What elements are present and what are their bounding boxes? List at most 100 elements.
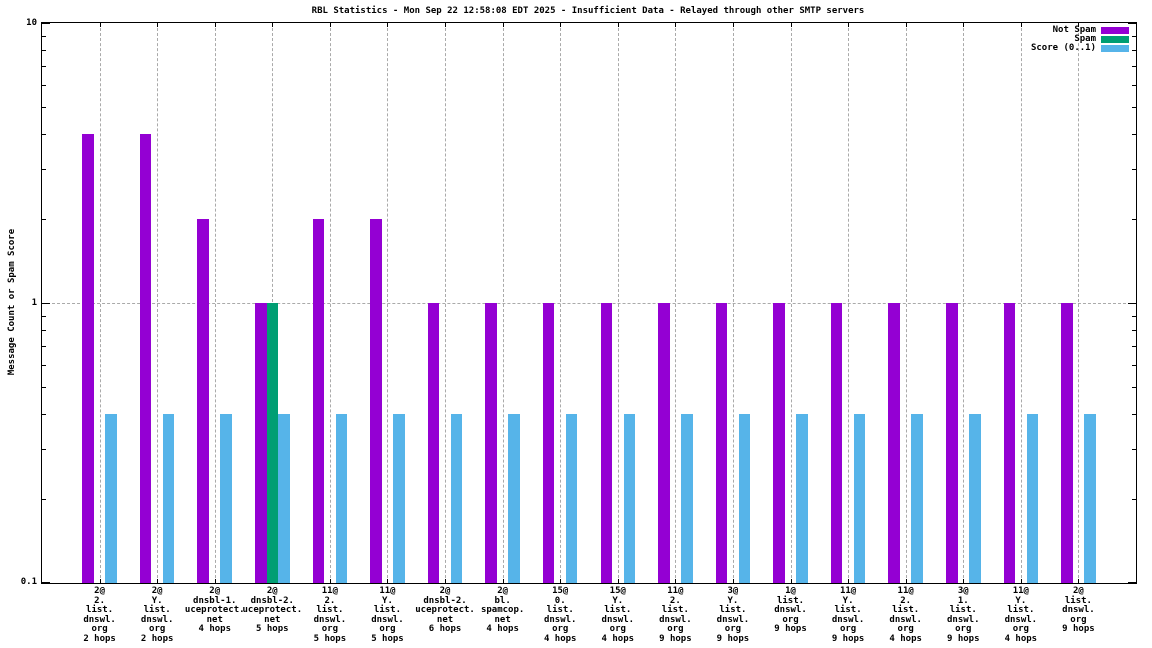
x-tick-bottom — [675, 579, 677, 583]
x-category-label: 11@ Y. list. dnswl. org 4 hops — [1004, 586, 1038, 644]
gridline-x — [790, 23, 792, 583]
x-tick-bottom — [99, 579, 101, 583]
y-tick-label: 0.1 — [20, 577, 37, 587]
x-category-label: 11@ Y. list. dnswl. org 5 hops — [371, 586, 404, 644]
x-tick-top — [214, 23, 216, 27]
legend-label: Not Spam — [1052, 25, 1096, 35]
bar-score — [450, 414, 463, 583]
y-tick-minor-left — [42, 498, 46, 500]
bar-not_spam — [197, 218, 209, 583]
bar-score — [393, 414, 405, 583]
x-tick-top — [848, 23, 850, 27]
x-category-label: 2@ dnsbl-2. uceprotect. net 5 hops — [242, 586, 303, 634]
legend-item: Not Spam — [1031, 26, 1129, 35]
y-tick-minor-right — [1132, 414, 1136, 416]
x-tick-top — [157, 23, 159, 27]
gridline-x — [848, 23, 850, 583]
y-tick-major-right — [1128, 303, 1136, 304]
plot-area: 2@ 2. list. dnswl. org 2 hops 2@ Y. list.… — [21, 18, 1137, 643]
y-tick-label: 10 — [26, 18, 37, 28]
y-tick-minor-right — [1132, 498, 1136, 500]
x-tick-bottom — [1020, 579, 1022, 583]
gridline-x — [445, 23, 447, 583]
y-tick-minor-left — [42, 169, 46, 171]
bar-not_spam — [715, 303, 728, 583]
x-tick-top — [387, 23, 389, 27]
x-tick-bottom — [445, 579, 447, 583]
y-tick-minor-right — [1132, 365, 1136, 367]
legend-swatch-spam — [1101, 36, 1129, 43]
x-tick-top — [963, 23, 965, 27]
legend-item: Score (0..1) — [1031, 44, 1129, 53]
x-category-label: 11@ 2. list. dnswl. org 5 hops — [313, 586, 347, 644]
x-tick-bottom — [617, 579, 619, 583]
gridline-x — [1078, 23, 1080, 583]
bar-not_spam — [658, 303, 670, 583]
legend: Not Spam Spam Score (0..1) — [1031, 26, 1129, 53]
x-category-label: 3@ Y. list. dnswl. org 9 hops — [716, 586, 750, 644]
bar-not_spam — [82, 134, 94, 583]
bar-not_spam — [946, 303, 958, 583]
y-tick-minor-right — [1132, 35, 1136, 37]
gridline-x — [560, 23, 562, 583]
bar-score — [796, 414, 808, 583]
y-tick-minor-left — [42, 330, 46, 332]
bar-not_spam — [1003, 303, 1016, 583]
y-tick-minor-left — [42, 134, 46, 136]
bar-score — [738, 414, 751, 583]
x-tick-top — [445, 23, 447, 27]
y-tick-minor-right — [1132, 107, 1136, 109]
bar-score — [105, 414, 117, 583]
x-tick-top — [502, 23, 504, 27]
x-tick-top — [560, 23, 562, 27]
x-category-label: 11@ 2. list. dnswl. org 9 hops — [659, 586, 692, 644]
y-tick-minor-left — [42, 66, 46, 68]
gridline-x — [675, 23, 677, 583]
bar-score — [1084, 414, 1096, 583]
x-category-label: 2@ dnsbl-2. uceprotect. net 6 hops — [415, 586, 475, 634]
y-tick-minor-left — [42, 218, 46, 220]
gridline-x — [157, 23, 159, 583]
bar-score — [220, 414, 232, 583]
gridline-x — [214, 23, 216, 583]
bar-score — [335, 414, 348, 583]
x-tick-bottom — [387, 579, 389, 583]
gridline-x — [502, 23, 504, 583]
y-tick-minor-right — [1132, 66, 1136, 68]
legend-swatch-score — [1101, 45, 1129, 52]
bar-score — [278, 414, 290, 583]
bar-score — [623, 414, 636, 583]
gridline-x — [387, 23, 389, 583]
gridline-x — [732, 23, 734, 583]
y-tick-major-right — [1128, 582, 1136, 583]
gridline-x — [1020, 23, 1022, 583]
x-tick-top — [732, 23, 734, 27]
bar-score — [1026, 414, 1039, 583]
x-category-label: 15@ Y. list. dnswl. org 4 hops — [601, 586, 635, 644]
x-category-label: 15@ 0. list. dnswl. org 4 hops — [543, 586, 577, 644]
gridline-x — [963, 23, 965, 583]
legend-swatch-not_spam — [1101, 27, 1129, 34]
x-tick-bottom — [732, 579, 734, 583]
y-tick-minor-left — [42, 449, 46, 451]
gridline-x — [329, 23, 331, 583]
x-tick-top — [617, 23, 619, 27]
x-category-label: 2@ dnsbl-1. uceprotect. net 4 hops — [184, 586, 245, 634]
y-tick-major-left — [42, 23, 50, 24]
x-tick-bottom — [329, 579, 331, 583]
y-tick-minor-left — [42, 365, 46, 367]
y-tick-minor-left — [42, 50, 46, 52]
x-tick-top — [1078, 23, 1080, 27]
x-category-label: 2@ Y. list. dnswl. org 2 hops — [140, 586, 174, 644]
y-tick-minor-right — [1132, 85, 1136, 87]
bar-score — [969, 414, 981, 583]
y-tick-minor-left — [42, 387, 46, 389]
y-tick-minor-right — [1132, 346, 1136, 348]
x-category-label: 11@ 2. list. dnswl. org 4 hops — [889, 586, 922, 644]
bar-not_spam — [773, 303, 785, 583]
y-tick-minor-left — [42, 85, 46, 87]
y-tick-major-right — [1128, 23, 1136, 24]
bar-not_spam — [370, 218, 382, 583]
bar-not_spam — [312, 218, 325, 583]
